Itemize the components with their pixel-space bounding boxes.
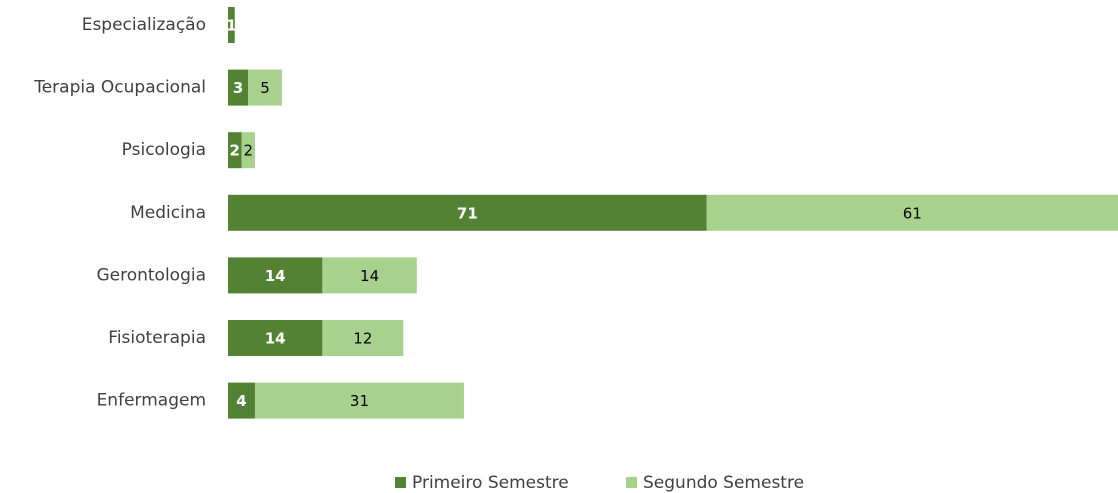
y-tick-label: Enfermagem xyxy=(97,391,206,411)
bar xyxy=(322,257,417,294)
data-label: 61 xyxy=(903,204,922,222)
y-tick-label: Gerontologia xyxy=(96,265,206,285)
bar xyxy=(248,69,282,106)
bar xyxy=(228,194,707,231)
bar xyxy=(228,320,323,356)
data-label: 12 xyxy=(353,330,372,348)
y-tick-label: Fisioterapia xyxy=(108,328,206,348)
data-label: 14 xyxy=(265,330,286,348)
legend-label: Primeiro Semestre xyxy=(412,473,569,493)
bar xyxy=(241,132,255,169)
y-tick-label: Psicologia xyxy=(122,140,206,160)
bar xyxy=(228,69,249,106)
bar xyxy=(706,194,1118,231)
data-label: 14 xyxy=(360,267,379,285)
bar xyxy=(228,132,242,169)
data-label: 3 xyxy=(233,79,243,97)
legend-label: Segundo Semestre xyxy=(643,473,804,493)
legend-swatch xyxy=(395,477,406,488)
data-label: 71 xyxy=(457,204,478,222)
data-label: 5 xyxy=(260,79,270,97)
bar xyxy=(228,257,323,294)
data-label: 2 xyxy=(230,142,240,160)
bar xyxy=(322,320,404,356)
y-tick-label: Especialização xyxy=(82,15,206,35)
data-label: 4 xyxy=(236,392,246,410)
bar xyxy=(228,7,235,43)
data-label: 2 xyxy=(243,142,253,160)
data-label: 31 xyxy=(350,392,369,410)
data-label: 14 xyxy=(265,267,286,285)
y-tick-label: Terapia Ocupacional xyxy=(33,78,206,98)
bar xyxy=(228,382,255,419)
legend-swatch xyxy=(626,477,637,488)
data-label: 1 xyxy=(226,17,236,35)
bar xyxy=(254,382,464,419)
y-tick-label: Medicina xyxy=(130,203,206,223)
